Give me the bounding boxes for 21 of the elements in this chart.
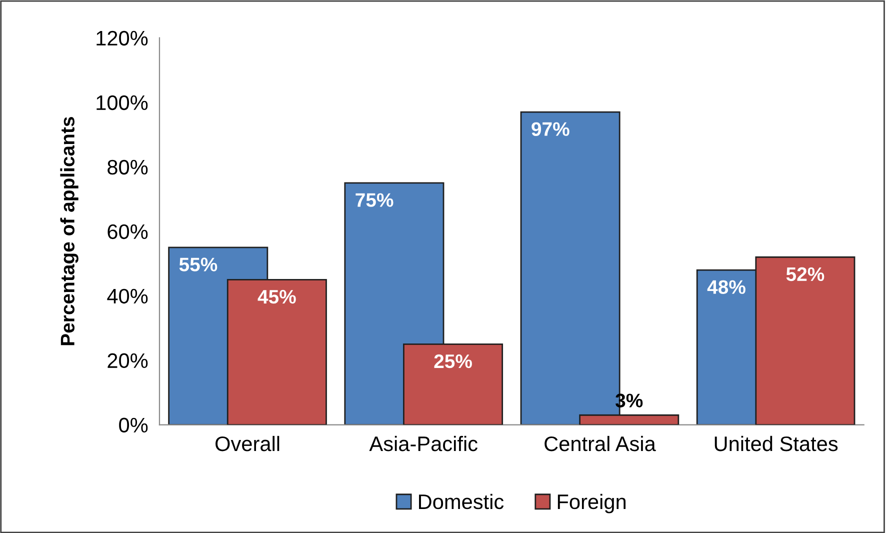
data-label: 75% — [356, 193, 394, 207]
data-label: 48% — [707, 280, 746, 294]
y-tick-label: 40% — [107, 288, 148, 304]
data-label: 45% — [258, 290, 296, 304]
y-tick-label: 100% — [96, 95, 148, 110]
legend-label: Foreign — [558, 494, 626, 514]
data-label: 55% — [179, 258, 218, 272]
y-tick-label: 60% — [108, 224, 148, 240]
x-tick-label: Overall — [216, 436, 280, 452]
x-tick-label: United States — [714, 436, 838, 452]
data-label: 97% — [532, 122, 570, 136]
y-tick-label: 20% — [108, 353, 148, 368]
y-tick-label: 80% — [108, 160, 148, 175]
x-tick-label: Asia-Pacific — [369, 436, 478, 452]
legend-label: Domestic — [419, 494, 504, 510]
y-tick-label: 120% — [96, 30, 148, 46]
y-axis-title: Percentage of applicants — [60, 117, 78, 346]
data-label: 52% — [786, 267, 824, 282]
data-label: 25% — [434, 354, 472, 368]
x-tick-label: Central Asia — [544, 436, 656, 452]
y-tick-label: 0% — [119, 418, 148, 433]
